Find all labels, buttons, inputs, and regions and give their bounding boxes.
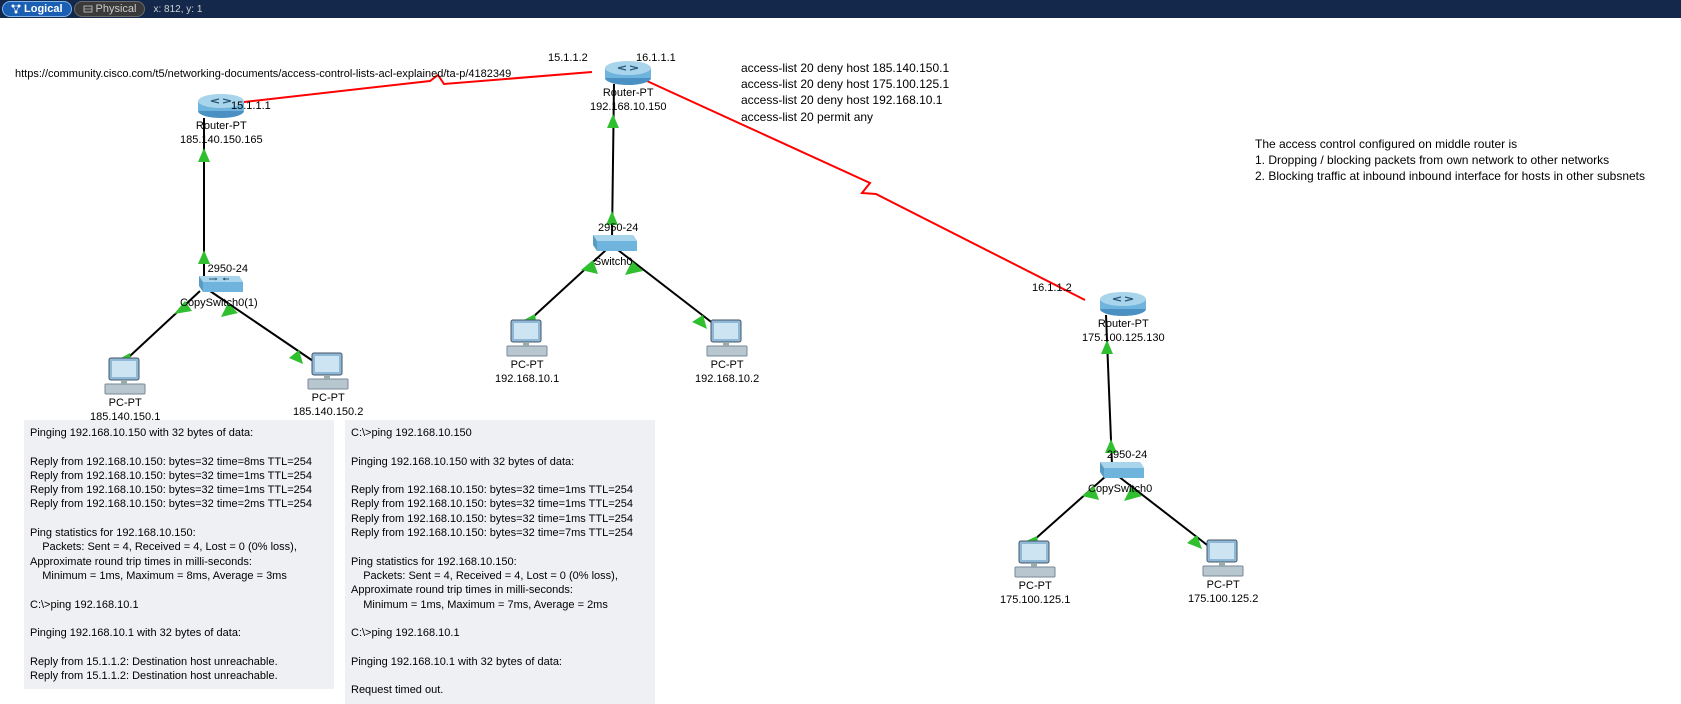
switch-1-host: CopySwitch0(1) (180, 296, 258, 310)
pc-2[interactable]: PC-PT 185.140.150.2 (293, 351, 363, 420)
pc-3-name: PC-PT (495, 358, 559, 372)
cursor-coords: x: 812, y: 1 (153, 4, 202, 15)
pc-6-ip: 175.100.125.2 (1188, 592, 1258, 606)
r2-interface-left: 15.1.1.2 (548, 52, 588, 64)
logical-icon (11, 4, 21, 14)
pc-4-ip: 192.168.10.2 (695, 372, 759, 386)
top-toolbar: Logical Physical x: 812, y: 1 (0, 0, 1681, 18)
pc-icon (103, 356, 147, 396)
tab-physical-label: Physical (96, 3, 137, 15)
pc-icon (705, 318, 749, 358)
ping-output-2: C:\>ping 192.168.10.150 Pinging 192.168.… (345, 420, 655, 704)
tab-logical[interactable]: Logical (2, 1, 72, 17)
switch-2-model: 2950-24 (598, 221, 638, 235)
pc-2-name: PC-PT (293, 391, 363, 405)
router-1-name: Router-PT (180, 119, 263, 133)
router-2[interactable]: Router-PT 192.168.10.150 (590, 60, 666, 115)
router-3[interactable]: Router-PT 175.100.125.130 (1082, 291, 1165, 346)
pc-5-name: PC-PT (1000, 579, 1070, 593)
pc-1[interactable]: PC-PT 185.140.150.1 (90, 356, 160, 425)
switch-3-model: 2950-24 (1102, 448, 1152, 462)
pc-2-ip: 185.140.150.2 (293, 405, 363, 419)
router-3-ip: 175.100.125.130 (1082, 331, 1165, 345)
pc-icon (1201, 538, 1245, 578)
router-1-ip: 185.140.150.165 (180, 133, 263, 147)
router-2-ip: 192.168.10.150 (590, 100, 666, 114)
switch-2[interactable]: 2950-24 Switch0 (588, 229, 638, 270)
pc-icon (505, 318, 549, 358)
pc-3-ip: 192.168.10.1 (495, 372, 559, 386)
switch-1-model: 2950-24 (198, 262, 258, 276)
r3-interface-ip: 16.1.1.2 (1032, 282, 1072, 294)
switch-2-host: Switch0 (588, 255, 638, 269)
info-note: The access control configured on middle … (1255, 136, 1645, 185)
tab-logical-label: Logical (24, 3, 63, 15)
tab-physical[interactable]: Physical (74, 1, 146, 17)
switch-1[interactable]: 2950-24 CopySwitch0(1) (180, 270, 258, 311)
pc-6[interactable]: PC-PT 175.100.125.2 (1188, 538, 1258, 607)
pc-4-name: PC-PT (695, 358, 759, 372)
workspace-canvas[interactable]: https://community.cisco.com/t5/networkin… (0, 18, 1681, 702)
router-3-name: Router-PT (1082, 317, 1165, 331)
switch-3[interactable]: 2950-24 CopySwitch0 (1088, 456, 1152, 497)
pc-3[interactable]: PC-PT 192.168.10.1 (495, 318, 559, 387)
pc-icon (1013, 539, 1057, 579)
physical-icon (83, 4, 93, 14)
pc-6-name: PC-PT (1188, 578, 1258, 592)
router-icon (1099, 291, 1147, 317)
pc-5-ip: 175.100.125.1 (1000, 593, 1070, 607)
acl-config-note: access-list 20 deny host 185.140.150.1 a… (741, 60, 949, 125)
pc-1-name: PC-PT (90, 396, 160, 410)
pc-icon (306, 351, 350, 391)
switch-3-host: CopySwitch0 (1088, 482, 1152, 496)
url-note: https://community.cisco.com/t5/networkin… (15, 68, 511, 80)
r1-interface-ip: 15.1.1.1 (231, 100, 271, 112)
router-2-name: Router-PT (590, 86, 666, 100)
pc-4[interactable]: PC-PT 192.168.10.2 (695, 318, 759, 387)
pc-5[interactable]: PC-PT 175.100.125.1 (1000, 539, 1070, 608)
r2-interface-right: 16.1.1.1 (636, 52, 676, 64)
ping-output-1: Pinging 192.168.10.150 with 32 bytes of … (24, 420, 334, 689)
